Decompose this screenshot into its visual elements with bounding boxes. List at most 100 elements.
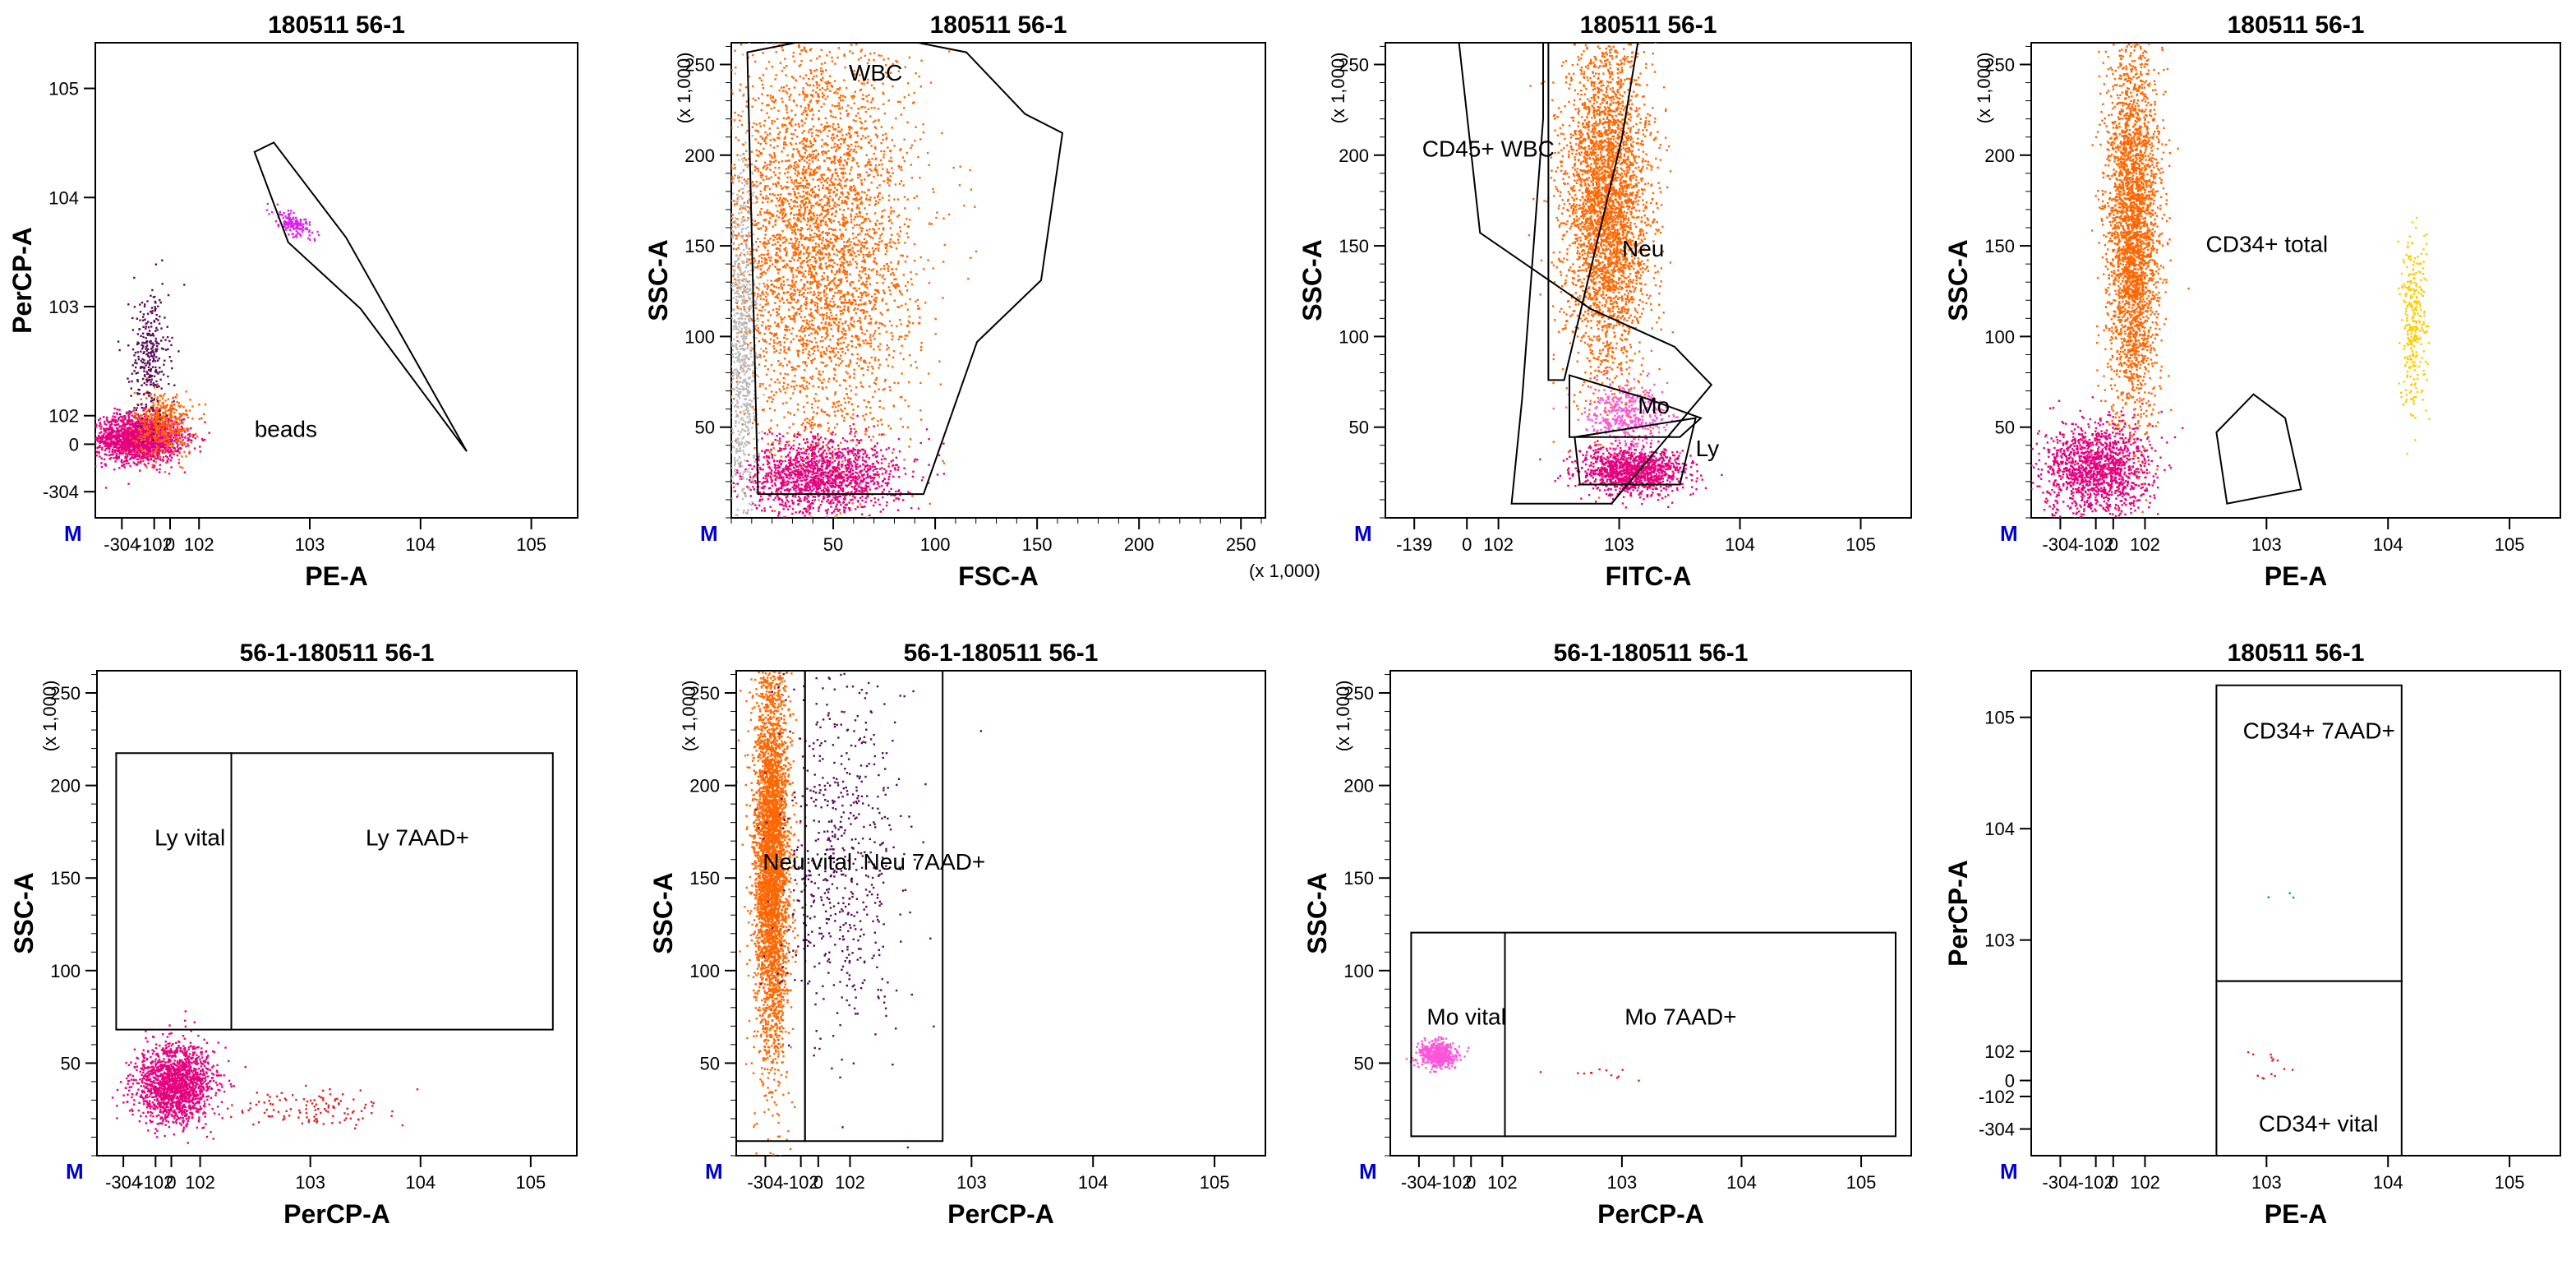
event-dot bbox=[795, 233, 797, 236]
event-dot bbox=[143, 427, 146, 429]
population-beads bbox=[265, 202, 320, 242]
event-dot bbox=[129, 423, 131, 426]
event-dot bbox=[139, 414, 141, 417]
event-dot bbox=[187, 440, 189, 442]
event-dot bbox=[858, 198, 860, 201]
event-dot bbox=[127, 446, 130, 449]
event-dot bbox=[178, 413, 181, 415]
event-dot bbox=[833, 145, 836, 149]
event-dot bbox=[182, 436, 184, 439]
event-dot bbox=[118, 455, 120, 459]
event-dot bbox=[826, 317, 828, 320]
event-dot bbox=[759, 294, 762, 297]
event-dot bbox=[147, 355, 150, 358]
event-dot bbox=[145, 450, 148, 453]
event-dot bbox=[160, 419, 163, 422]
event-dot bbox=[795, 280, 797, 283]
event-dot bbox=[867, 174, 869, 177]
event-dot bbox=[290, 210, 293, 212]
event-dot bbox=[859, 299, 862, 302]
event-dot bbox=[154, 337, 157, 340]
event-dot bbox=[162, 404, 165, 407]
event-dot bbox=[813, 411, 815, 413]
event-dot bbox=[765, 67, 767, 70]
event-dot bbox=[307, 237, 310, 240]
event-dot bbox=[806, 339, 809, 342]
event-dot bbox=[786, 84, 788, 87]
event-dot bbox=[897, 242, 900, 244]
event-dot bbox=[169, 421, 172, 423]
event-dot bbox=[287, 224, 289, 226]
event-dot bbox=[832, 457, 834, 460]
event-dot bbox=[750, 150, 753, 153]
event-dot bbox=[841, 134, 844, 136]
event-dot bbox=[173, 436, 176, 438]
event-dot bbox=[856, 353, 859, 356]
event-dot bbox=[757, 330, 759, 332]
event-dot bbox=[125, 450, 127, 453]
event-dot bbox=[826, 330, 828, 332]
event-dot bbox=[96, 440, 99, 442]
event-dot bbox=[753, 34, 754, 35]
event-dot bbox=[719, 95, 721, 97]
event-dot bbox=[761, 271, 763, 275]
event-dot bbox=[748, 314, 750, 316]
event-dot bbox=[758, 309, 761, 312]
event-dot bbox=[809, 154, 813, 156]
event-dot bbox=[158, 439, 161, 441]
event-dot bbox=[860, 23, 862, 25]
event-dot bbox=[938, 360, 941, 362]
event-dot bbox=[152, 357, 154, 359]
event-dot bbox=[159, 418, 161, 421]
event-dot bbox=[113, 424, 116, 427]
event-dot bbox=[108, 424, 112, 427]
event-dot bbox=[776, 25, 777, 27]
event-dot bbox=[901, 254, 905, 257]
event-dot bbox=[810, 169, 813, 171]
event-dot bbox=[297, 221, 299, 224]
event-dot bbox=[135, 436, 137, 438]
event-dot bbox=[167, 375, 169, 378]
event-dot bbox=[771, 99, 774, 103]
event-dot bbox=[882, 93, 885, 95]
event-dot bbox=[136, 431, 139, 433]
event-dot bbox=[136, 444, 138, 447]
event-dot bbox=[883, 150, 886, 153]
event-dot bbox=[867, 189, 869, 192]
event-dot bbox=[88, 423, 90, 425]
event-dot bbox=[154, 302, 157, 304]
event-dot bbox=[147, 395, 150, 397]
event-dot bbox=[810, 323, 813, 325]
event-dot bbox=[804, 236, 807, 239]
event-dot bbox=[154, 370, 157, 373]
event-dot bbox=[796, 196, 799, 199]
event-dot bbox=[139, 319, 141, 321]
event-dot bbox=[157, 319, 159, 321]
event-dot bbox=[815, 129, 818, 132]
event-dot bbox=[140, 433, 143, 436]
event-dot bbox=[145, 337, 147, 339]
event-dot bbox=[749, 189, 751, 192]
event-dot bbox=[892, 62, 894, 66]
event-dot bbox=[116, 434, 119, 436]
event-dot bbox=[846, 349, 850, 351]
event-dot bbox=[171, 420, 173, 422]
event-dot bbox=[171, 446, 173, 448]
event-dot bbox=[751, 223, 754, 225]
event-dot bbox=[733, 200, 735, 202]
event-dot bbox=[127, 427, 129, 429]
event-dot bbox=[840, 179, 842, 182]
event-dot bbox=[797, 409, 800, 411]
event-dot bbox=[161, 432, 164, 434]
event-dot bbox=[134, 423, 136, 427]
event-dot bbox=[851, 293, 855, 295]
event-dot bbox=[926, 151, 929, 155]
event-dot bbox=[908, 354, 911, 357]
gate-beads[interactable] bbox=[253, 141, 468, 452]
event-dot bbox=[287, 221, 289, 224]
event-dot bbox=[162, 459, 164, 462]
event-dot bbox=[760, 152, 763, 155]
event-dot bbox=[817, 423, 820, 427]
event-dot bbox=[735, 440, 737, 442]
event-dot bbox=[146, 334, 150, 336]
